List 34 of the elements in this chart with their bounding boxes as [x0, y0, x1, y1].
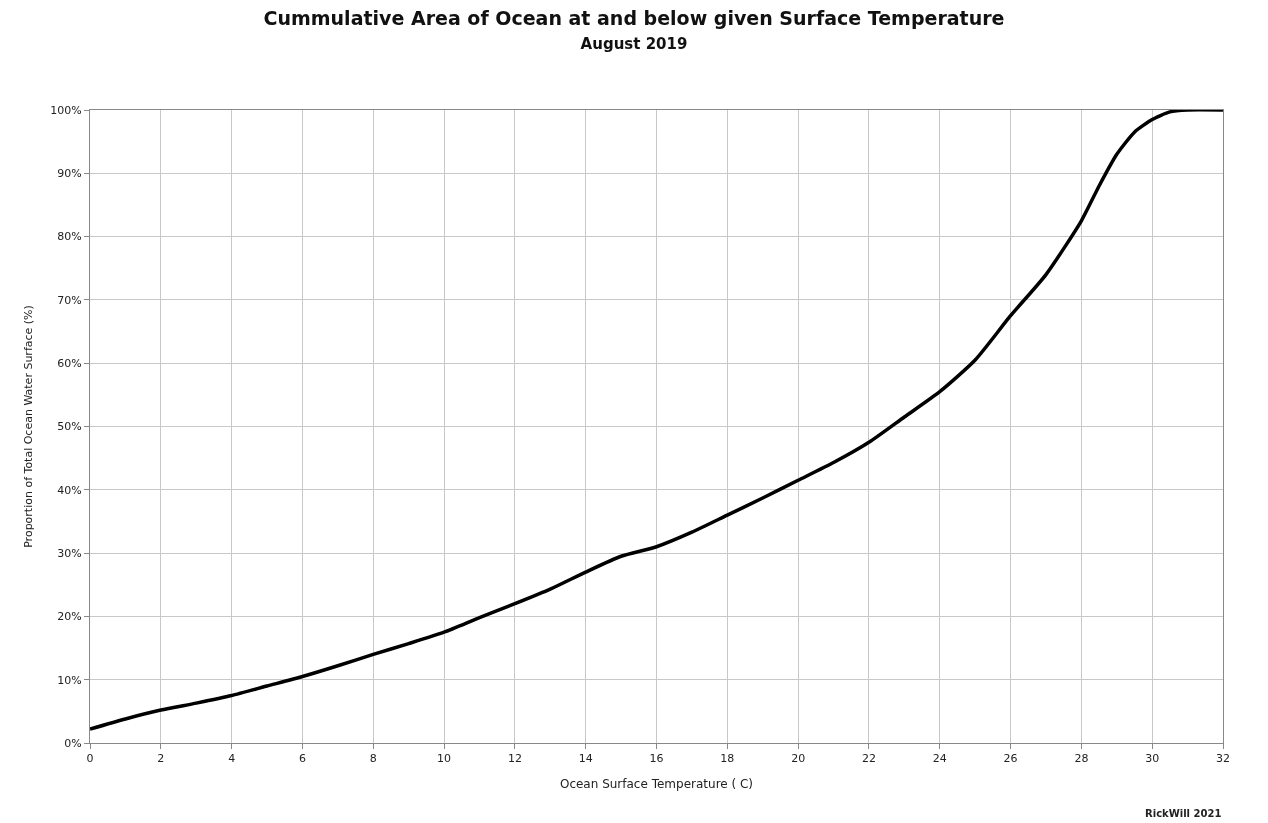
x-tick-label: 14 — [578, 752, 593, 766]
x-tick-label: 30 — [1145, 752, 1160, 766]
y-tick-label: 100% — [50, 103, 82, 117]
y-tick-label: 20% — [57, 610, 82, 624]
y-tick-label: 80% — [57, 230, 82, 244]
x-tick-label: 22 — [861, 752, 876, 766]
y-tick-label: 30% — [57, 546, 82, 560]
x-tick-label: 32 — [1216, 752, 1230, 766]
x-tick-label: 10 — [437, 752, 452, 766]
y-tick-label: 40% — [57, 483, 82, 497]
x-tick-label: 2 — [157, 752, 165, 766]
x-tick-label: 26 — [1003, 752, 1018, 766]
chart-subtitle: August 2019 — [580, 35, 688, 54]
y-tick-label: 10% — [57, 673, 82, 687]
x-tick-label: 12 — [507, 752, 522, 766]
y-tick-label: 0% — [64, 736, 82, 750]
x-tick-label: 18 — [720, 752, 735, 766]
y-tick-label: 50% — [57, 420, 82, 434]
x-tick-label: 24 — [932, 752, 947, 766]
chart-title: Cummulative Area of Ocean at and below given Surface Temperature — [263, 6, 1005, 29]
x-tick-label: 8 — [369, 752, 377, 766]
x-tick-label: 16 — [649, 752, 664, 766]
text: RickWill 2021 — [1145, 808, 1222, 819]
x-tick-label: 6 — [298, 752, 306, 766]
x-tick-label: 20 — [791, 752, 806, 766]
x-axis-title: Ocean Surface Temperature ( C) — [559, 777, 754, 792]
y-tick-label: 90% — [57, 167, 82, 181]
y-tick-label: 60% — [57, 357, 82, 371]
x-tick-label: 28 — [1074, 752, 1089, 766]
y-axis-title: Proportion of Total Ocean Water Surface (%) — [22, 305, 35, 548]
x-tick-label: 4 — [228, 752, 236, 766]
y-tick-label: 70% — [57, 293, 82, 307]
x-tick-label: 0 — [86, 752, 94, 766]
line-series — [90, 110, 1223, 731]
